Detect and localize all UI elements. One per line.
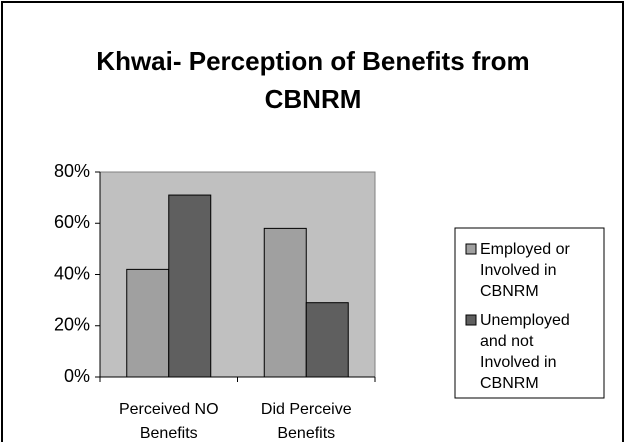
- chart-title: Khwai- Perception of Benefits from CBNRM: [96, 46, 530, 114]
- x-tick-label: Perceived NO Benefits: [118, 401, 219, 442]
- legend-swatch: [465, 314, 477, 326]
- bar: [305, 302, 349, 378]
- legend-label: Unemployed and not Involved in CBNRM: [480, 312, 570, 392]
- legend-swatch: [465, 243, 477, 255]
- y-tick-label: 40%: [54, 263, 90, 283]
- y-tick-label: 0%: [64, 366, 90, 386]
- y-tick-label: 60%: [54, 212, 90, 232]
- bar: [126, 268, 170, 378]
- legend-label: Employed or Involved in CBNRM: [480, 241, 570, 300]
- y-tick-label: 80%: [54, 161, 90, 181]
- bar: [263, 227, 307, 378]
- y-tick-label: 20%: [54, 315, 90, 335]
- x-tick-label: Did Perceive Benefits: [260, 401, 352, 442]
- legend-box: [454, 227, 605, 399]
- bar: [168, 194, 212, 378]
